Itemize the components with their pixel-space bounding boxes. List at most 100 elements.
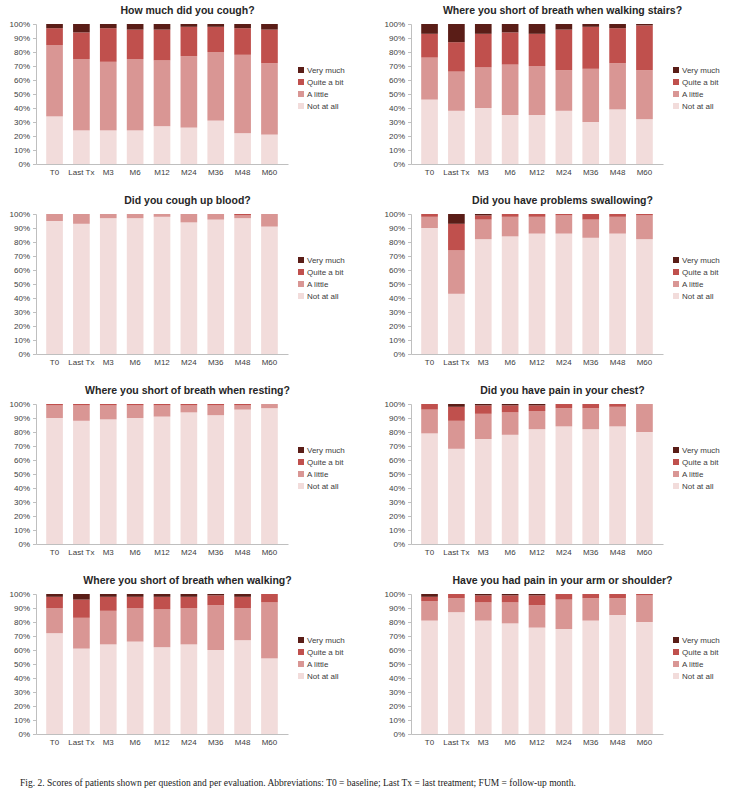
bar-segment <box>181 644 198 734</box>
bar-segment <box>234 55 251 133</box>
legend-label: A little <box>682 280 704 289</box>
chart-title: Did you have problems swallowing? <box>472 194 653 206</box>
y-tick: 90% <box>14 224 36 233</box>
bar-segment <box>207 404 224 405</box>
x-tick-label: M24 <box>556 168 572 177</box>
legend-swatch <box>673 459 679 465</box>
y-tick-mark <box>33 80 36 81</box>
x-tick-label: M60 <box>262 548 278 557</box>
y-tick-mark <box>408 228 411 229</box>
x-tick: M6 <box>505 358 517 367</box>
y-tick-label: 10% <box>389 526 405 535</box>
bar-segment <box>127 418 144 544</box>
bar-segment <box>609 28 626 63</box>
bar-segment <box>448 612 465 734</box>
x-axis: T0Last TxM3M6M12M24M36M48M60 <box>412 545 664 557</box>
bar-segment <box>582 408 599 429</box>
bar-segment <box>234 597 251 608</box>
legend: Very muchQuite a bitA littleNot at all <box>673 636 720 681</box>
x-tick: M24 <box>556 358 572 367</box>
y-tick-mark <box>408 432 411 433</box>
legend-label: Not at all <box>307 672 339 681</box>
chart-title: Where you short of breath when walking s… <box>443 4 682 16</box>
bar-segment <box>261 30 278 64</box>
y-tick: 90% <box>14 34 36 43</box>
x-tick: M12 <box>154 168 170 177</box>
legend-label: Not at all <box>682 482 714 491</box>
bar-segment <box>100 597 117 611</box>
y-tick-label: 20% <box>14 132 30 141</box>
bar-segment <box>448 421 465 449</box>
y-tick-label: 90% <box>14 34 30 43</box>
y-tick-mark <box>33 108 36 109</box>
y-tick-label: 60% <box>14 76 30 85</box>
bar-segment <box>154 214 171 215</box>
y-tick-label: 10% <box>14 526 30 535</box>
bar-segment <box>582 214 599 220</box>
legend-label: A little <box>307 660 329 669</box>
y-tick: 0% <box>393 730 411 739</box>
y-tick-label: 90% <box>389 414 405 423</box>
y-tick: 20% <box>14 322 36 331</box>
y-tick-mark <box>33 488 36 489</box>
bar-segment <box>556 594 573 595</box>
y-tick-label: 10% <box>14 146 30 155</box>
y-tick: 50% <box>389 660 411 669</box>
y-tick-label: 70% <box>389 632 405 641</box>
y-tick-label: 40% <box>14 674 30 683</box>
y-tick-mark <box>33 52 36 53</box>
bar-segment <box>529 214 546 215</box>
bar-segment <box>207 650 224 734</box>
x-tick: M48 <box>235 548 251 557</box>
y-tick: 0% <box>18 350 36 359</box>
bars <box>46 24 278 164</box>
x-tick: M48 <box>610 168 626 177</box>
bar-segment <box>46 418 63 544</box>
x-tick: T0 <box>50 168 60 177</box>
bar-segment <box>475 595 492 602</box>
x-tick: Last Tx <box>443 738 469 747</box>
x-tick: M48 <box>235 358 251 367</box>
bar-segment <box>100 404 117 405</box>
x-axis-line <box>412 354 664 355</box>
x-tick-label: T0 <box>50 358 60 367</box>
bar-segment <box>636 24 653 25</box>
bar-segment <box>636 119 653 164</box>
x-tick: M3 <box>103 738 115 747</box>
legend-label: A little <box>682 660 704 669</box>
panel: Did you cough up blood?0%10%20%30%40%50%… <box>10 194 345 367</box>
bar-segment <box>46 405 63 418</box>
bar-segment <box>636 25 653 70</box>
bar-segment <box>154 597 171 610</box>
bar-segment <box>181 412 198 544</box>
x-tick-label: M24 <box>181 548 197 557</box>
bar-segment <box>556 404 573 408</box>
y-axis: 0%10%20%30%40%50%60%70%80%90%100% <box>10 400 37 549</box>
x-tick-label: M3 <box>103 738 115 747</box>
legend-swatch <box>298 471 304 477</box>
legend: Very muchQuite a bitA littleNot at all <box>298 256 345 301</box>
bar-segment <box>421 24 438 34</box>
bar-segment <box>448 24 465 42</box>
x-tick: M3 <box>478 548 490 557</box>
x-tick: M60 <box>262 168 278 177</box>
legend-entry: Quite a bit <box>673 458 719 467</box>
x-axis: T0Last TxM3M6M12M24M36M48M60 <box>37 165 289 177</box>
x-tick-label: M24 <box>556 358 572 367</box>
y-tick-label: 90% <box>14 414 30 423</box>
x-tick: M12 <box>529 548 545 557</box>
y-tick-mark <box>408 502 411 503</box>
x-tick: M6 <box>130 358 142 367</box>
y-tick: 50% <box>14 90 36 99</box>
legend-entry: Not at all <box>673 482 714 491</box>
y-tick-mark <box>33 312 36 313</box>
bar-segment <box>73 59 90 130</box>
x-tick-label: M36 <box>208 168 224 177</box>
y-tick: 30% <box>14 498 36 507</box>
legend-swatch <box>673 483 679 489</box>
bar-segment <box>73 214 90 215</box>
y-tick-label: 0% <box>393 160 405 169</box>
y-axis-line <box>408 595 412 735</box>
x-tick-label: M3 <box>478 168 490 177</box>
legend-entry: Very much <box>673 66 720 75</box>
